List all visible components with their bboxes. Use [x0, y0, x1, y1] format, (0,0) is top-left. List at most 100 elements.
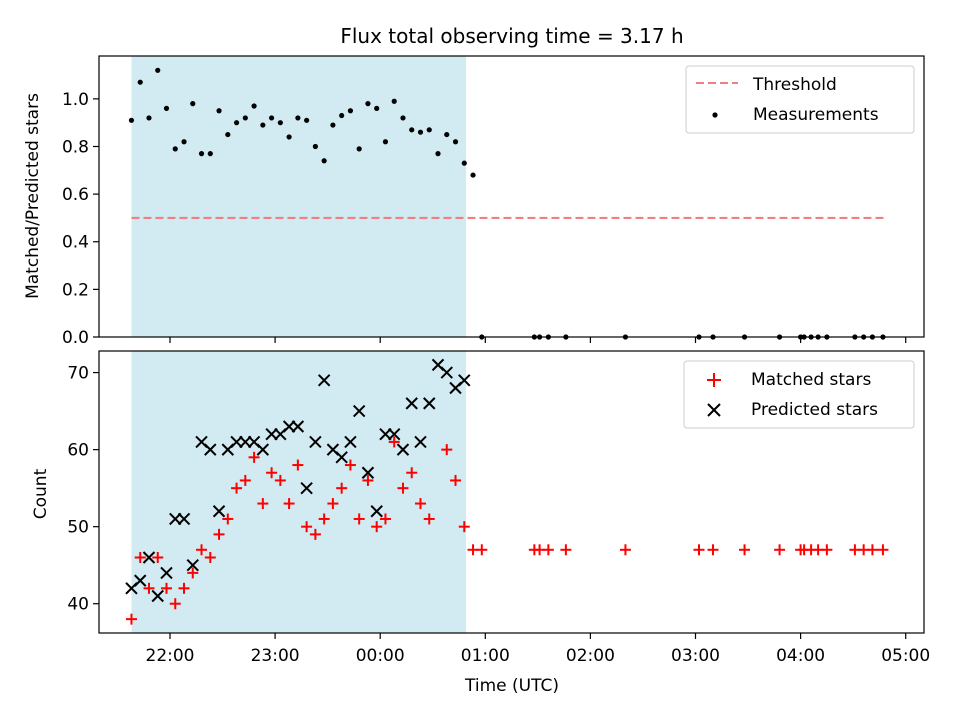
shade-region — [131, 56, 467, 337]
measurement-point — [409, 127, 415, 133]
measurement-point — [242, 115, 248, 121]
x-tick-label: 22:00 — [146, 646, 195, 666]
measurement-point — [137, 79, 143, 85]
matched-star-marker — [458, 521, 470, 533]
predicted-star-marker — [344, 435, 357, 449]
predicted-star-marker — [256, 443, 270, 456]
marker-stroke — [291, 420, 305, 433]
matched-star-marker — [707, 544, 719, 556]
matched-star-marker — [274, 474, 286, 486]
matched-star-marker — [143, 582, 155, 594]
marker-stroke — [239, 435, 252, 449]
measurements-legend-swatch — [712, 112, 718, 118]
count-x-axis: 22:00 23:00 00:00 01:00 02:00 03:00 04:00 05:00 — [146, 633, 930, 666]
y-tick-label: 0.8 — [62, 137, 89, 157]
marker-stroke — [344, 435, 357, 449]
marker-stroke — [440, 366, 453, 379]
marker-stroke — [458, 374, 471, 387]
measurement-point — [207, 151, 213, 157]
matched-star-marker — [344, 459, 356, 471]
matched-star-marker — [169, 598, 181, 610]
matched-star-marker — [414, 498, 426, 510]
predicted-star-marker — [186, 558, 199, 572]
predicted-star-marker — [414, 435, 427, 449]
marker-stroke — [195, 435, 208, 449]
predicted-star-marker — [134, 574, 147, 587]
predicted-star-marker — [352, 404, 366, 418]
threshold-legend-label: Threshold — [752, 75, 837, 95]
observing-window-shade — [131, 56, 467, 337]
measurement-point — [163, 105, 170, 111]
measurement-point — [190, 101, 196, 107]
y-tick-label: 0.0 — [62, 328, 89, 348]
marker-stroke — [177, 512, 191, 526]
matched-star-marker — [450, 474, 462, 486]
predicted-star-marker — [282, 420, 296, 433]
marker-stroke — [370, 505, 383, 518]
chart-title: Flux total observing time = 3.17 h — [340, 24, 683, 48]
marker-stroke — [134, 574, 147, 587]
marker-stroke — [160, 566, 173, 580]
matched-star-marker — [178, 582, 190, 594]
measurement-point — [374, 105, 380, 111]
predicted-star-marker — [361, 466, 375, 479]
marker-stroke — [317, 374, 331, 387]
matched-star-marker — [257, 498, 269, 510]
measurement-point — [225, 131, 231, 138]
predicted-star-marker — [423, 397, 436, 410]
matched-star-marker — [301, 521, 313, 533]
measurement-point — [198, 151, 205, 157]
measurement-point — [268, 115, 275, 121]
measurement-point — [277, 120, 283, 126]
matched-star-marker — [152, 551, 164, 563]
marker-stroke — [396, 443, 410, 456]
predicted-star-marker — [291, 420, 305, 433]
matched-star-marker — [693, 544, 705, 556]
marker-stroke — [186, 558, 199, 572]
measurement-point — [216, 108, 222, 114]
matched-star-marker — [353, 513, 365, 525]
y-tick-label: 0.6 — [62, 185, 89, 205]
measurement-point — [330, 122, 336, 128]
marker-stroke — [431, 358, 445, 372]
matched-star-marker — [821, 544, 833, 556]
matched-star-marker — [160, 582, 172, 594]
measurement-point — [260, 122, 266, 128]
x-axis-label: Time (UTC) — [464, 676, 559, 696]
predicted-legend-label: Predicted stars — [751, 400, 878, 420]
measurement-point — [304, 117, 310, 123]
predicted-star-marker — [177, 512, 191, 526]
y-tick-label: 1.0 — [62, 90, 89, 110]
marker-stroke — [361, 466, 375, 479]
matched-star-marker — [476, 544, 488, 556]
y-tick-label: 60 — [67, 441, 89, 461]
marker-stroke — [326, 443, 340, 456]
x-tick-label: 04:00 — [776, 646, 825, 666]
measurement-point — [181, 139, 187, 145]
marker-stroke — [204, 443, 217, 456]
marker-stroke — [335, 451, 348, 464]
matched-star-marker — [125, 613, 137, 625]
predicted-star-marker — [212, 505, 226, 518]
measurement-point — [452, 139, 459, 145]
predicted-star-marker — [388, 428, 401, 441]
measurement-point — [417, 129, 424, 135]
x-tick-label: 03:00 — [671, 646, 720, 666]
count-legend: Matched stars Predicted stars — [683, 360, 915, 429]
matched-star-marker — [266, 467, 278, 479]
ratio-legend: Threshold Measurements — [685, 65, 915, 134]
marker-stroke — [352, 404, 366, 418]
measurement-point — [400, 115, 406, 121]
measurement-point — [155, 67, 161, 73]
measurement-point — [321, 158, 327, 164]
matched-star-marker — [774, 544, 786, 556]
measurement-point — [461, 160, 467, 166]
predicted-star-marker — [335, 451, 348, 464]
matched-star-marker — [204, 551, 216, 563]
matched-star-marker — [309, 528, 321, 540]
matched-star-marker — [231, 482, 243, 494]
matched-star-marker — [379, 513, 391, 525]
ratio-legend-box — [685, 65, 915, 134]
measurement-point — [435, 151, 441, 157]
